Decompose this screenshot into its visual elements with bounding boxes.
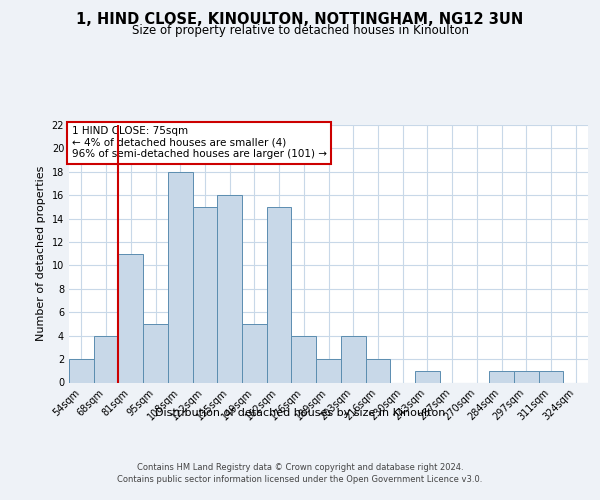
Bar <box>267 207 292 382</box>
Bar <box>365 359 390 382</box>
Bar <box>292 336 316 382</box>
Bar <box>168 172 193 382</box>
Bar <box>94 336 118 382</box>
Bar <box>143 324 168 382</box>
Bar <box>341 336 365 382</box>
Text: Contains HM Land Registry data © Crown copyright and database right 2024.: Contains HM Land Registry data © Crown c… <box>137 462 463 471</box>
Bar <box>242 324 267 382</box>
Text: Distribution of detached houses by size in Kinoulton: Distribution of detached houses by size … <box>155 408 445 418</box>
Bar <box>316 359 341 382</box>
Bar <box>415 371 440 382</box>
Bar <box>118 254 143 382</box>
Text: 1 HIND CLOSE: 75sqm
← 4% of detached houses are smaller (4)
96% of semi-detached: 1 HIND CLOSE: 75sqm ← 4% of detached hou… <box>71 126 326 160</box>
Bar <box>539 371 563 382</box>
Bar <box>514 371 539 382</box>
Bar <box>69 359 94 382</box>
Text: 1, HIND CLOSE, KINOULTON, NOTTINGHAM, NG12 3UN: 1, HIND CLOSE, KINOULTON, NOTTINGHAM, NG… <box>76 12 524 28</box>
Bar <box>217 195 242 382</box>
Bar <box>489 371 514 382</box>
Text: Size of property relative to detached houses in Kinoulton: Size of property relative to detached ho… <box>131 24 469 37</box>
Text: Contains public sector information licensed under the Open Government Licence v3: Contains public sector information licen… <box>118 475 482 484</box>
Y-axis label: Number of detached properties: Number of detached properties <box>36 166 46 342</box>
Bar <box>193 207 217 382</box>
